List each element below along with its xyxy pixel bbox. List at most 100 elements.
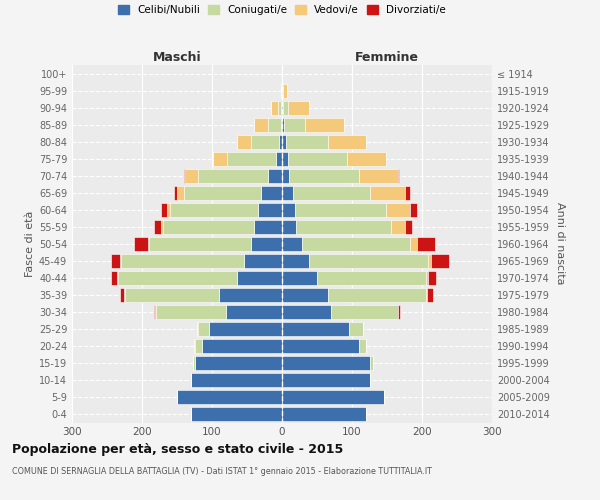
Bar [278, 100, 281, 114]
Bar [289, 100, 310, 114]
Bar [197, 322, 198, 336]
Bar [184, 168, 185, 182]
Bar [161, 220, 163, 234]
Bar [193, 356, 194, 370]
Bar [284, 118, 305, 132]
Bar [296, 220, 391, 234]
Text: Popolazione per età, sesso e stato civile - 2015: Popolazione per età, sesso e stato civil… [12, 442, 343, 456]
Bar [268, 118, 281, 132]
Bar [163, 220, 254, 234]
Bar [410, 202, 417, 216]
Bar [209, 322, 282, 336]
Bar [177, 186, 184, 200]
Bar [283, 84, 287, 98]
Text: COMUNE DI SERNAGLIA DELLA BATTAGLIA (TV) - Dati ISTAT 1° gennaio 2015 - Elaboraz: COMUNE DI SERNAGLIA DELLA BATTAGLIA (TV)… [12, 468, 432, 476]
Bar [410, 237, 417, 250]
Text: Maschi: Maschi [152, 51, 202, 64]
Bar [282, 84, 283, 98]
Bar [278, 134, 282, 148]
Bar [191, 407, 282, 421]
Bar [268, 168, 282, 182]
Bar [251, 134, 278, 148]
Bar [118, 271, 236, 285]
Bar [282, 322, 349, 336]
Bar [177, 390, 282, 404]
Bar [328, 288, 425, 302]
Bar [155, 305, 156, 319]
Bar [161, 202, 167, 216]
Bar [236, 134, 251, 148]
Bar [317, 271, 425, 285]
Bar [287, 152, 347, 166]
Bar [194, 356, 282, 370]
Bar [117, 271, 118, 285]
Bar [282, 305, 331, 319]
Bar [198, 168, 268, 182]
Bar [295, 202, 386, 216]
Bar [362, 322, 363, 336]
Bar [198, 322, 209, 336]
Bar [404, 220, 412, 234]
Bar [271, 100, 278, 114]
Bar [282, 237, 302, 250]
Text: Femmine: Femmine [355, 51, 419, 64]
Bar [328, 134, 366, 148]
Bar [331, 305, 398, 319]
Bar [293, 186, 370, 200]
Bar [391, 220, 404, 234]
Bar [254, 220, 282, 234]
Bar [254, 118, 268, 132]
Bar [347, 152, 386, 166]
Bar [282, 288, 328, 302]
Bar [167, 202, 170, 216]
Bar [214, 152, 227, 166]
Bar [398, 168, 399, 182]
Bar [244, 254, 282, 268]
Bar [282, 118, 284, 132]
Bar [427, 288, 433, 302]
Bar [251, 237, 282, 250]
Bar [282, 407, 366, 421]
Bar [370, 356, 373, 370]
Bar [425, 288, 427, 302]
Bar [154, 220, 161, 234]
Bar [281, 84, 282, 98]
Bar [283, 100, 289, 114]
Bar [257, 202, 282, 216]
Bar [134, 237, 148, 250]
Bar [119, 254, 121, 268]
Bar [261, 186, 282, 200]
Bar [191, 373, 282, 387]
Bar [281, 100, 282, 114]
Bar [282, 202, 295, 216]
Bar [236, 271, 282, 285]
Bar [417, 237, 434, 250]
Bar [282, 100, 283, 114]
Y-axis label: Fasce di età: Fasce di età [25, 210, 35, 277]
Bar [282, 356, 370, 370]
Bar [289, 168, 359, 182]
Bar [286, 134, 328, 148]
Bar [282, 186, 293, 200]
Bar [184, 186, 261, 200]
Bar [431, 254, 449, 268]
Bar [154, 305, 155, 319]
Y-axis label: Anni di nascita: Anni di nascita [555, 202, 565, 285]
Bar [282, 373, 370, 387]
Bar [386, 202, 410, 216]
Bar [185, 168, 198, 182]
Bar [425, 271, 428, 285]
Bar [148, 237, 149, 250]
Bar [282, 134, 286, 148]
Bar [121, 288, 124, 302]
Bar [282, 339, 359, 353]
Bar [219, 288, 282, 302]
Bar [282, 390, 383, 404]
Bar [359, 168, 398, 182]
Bar [124, 288, 125, 302]
Bar [359, 339, 366, 353]
Bar [282, 220, 296, 234]
Bar [226, 305, 282, 319]
Bar [277, 152, 282, 166]
Bar [227, 152, 277, 166]
